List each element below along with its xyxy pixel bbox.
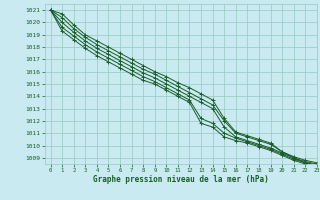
X-axis label: Graphe pression niveau de la mer (hPa): Graphe pression niveau de la mer (hPa)	[93, 175, 269, 184]
